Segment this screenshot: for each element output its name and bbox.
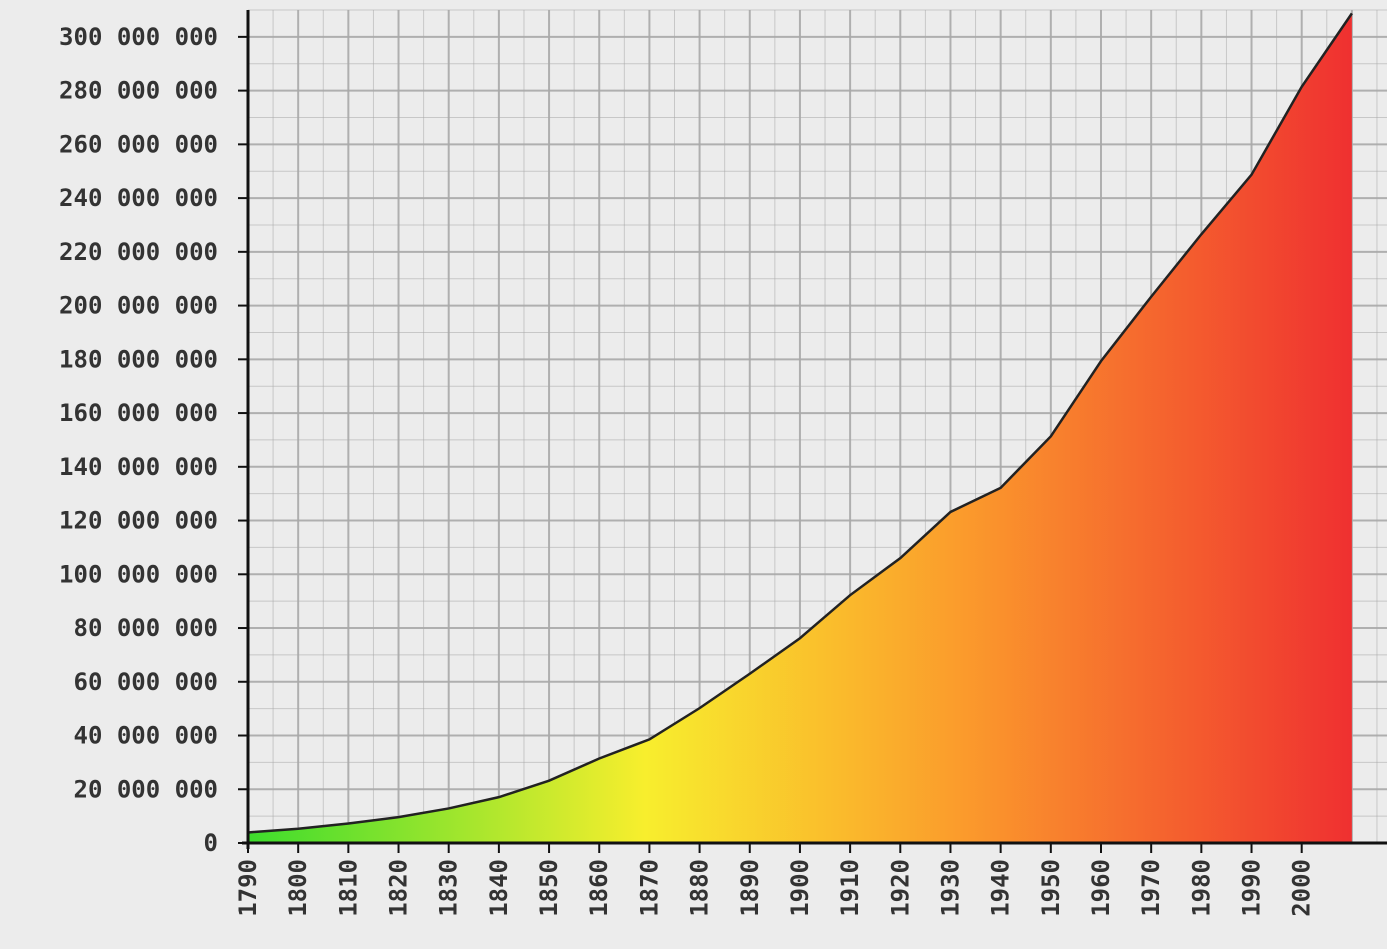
y-tick-label: 100 000 000 [59, 560, 218, 588]
x-tick-label: 1860 [585, 859, 613, 917]
y-tick-label: 220 000 000 [59, 238, 218, 266]
y-tick-label: 80 000 000 [74, 614, 219, 642]
x-tick-label: 1880 [686, 859, 714, 917]
x-tick-label: 2000 [1288, 859, 1316, 917]
y-tick-label: 260 000 000 [59, 130, 218, 158]
x-tick-label: 1790 [234, 859, 262, 917]
x-tick-label: 1980 [1187, 859, 1215, 917]
y-tick-label: 0 [204, 829, 218, 857]
y-tick-label: 40 000 000 [74, 722, 219, 750]
y-tick-label: 20 000 000 [74, 775, 219, 803]
y-tick-label: 160 000 000 [59, 399, 218, 427]
x-tick-label: 1930 [936, 859, 964, 917]
y-tick-label: 120 000 000 [59, 507, 218, 535]
population-line [247, 12, 1353, 834]
x-tick-label: 1890 [736, 859, 764, 917]
population-area [248, 13, 1352, 844]
x-tick-label: 1870 [635, 859, 663, 917]
y-tick-label: 200 000 000 [59, 292, 218, 320]
x-tick-label: 1850 [535, 859, 563, 917]
x-axis-ticks: 1790 1800 1810 1820 1830 1840 1850 1860 1870 1880… [234, 843, 1316, 917]
x-tick-label: 1830 [435, 859, 463, 917]
x-tick-label: 1970 [1137, 859, 1165, 917]
x-tick-label: 1800 [284, 859, 312, 917]
x-tick-label: 1920 [886, 859, 914, 917]
x-tick-label: 1910 [836, 859, 864, 917]
x-tick-label: 1840 [485, 859, 513, 917]
y-tick-label: 140 000 000 [59, 453, 218, 481]
y-tick-label: 60 000 000 [74, 668, 219, 696]
x-tick-label: 1960 [1087, 859, 1115, 917]
x-tick-label: 1820 [385, 859, 413, 917]
y-tick-label: 300 000 000 [59, 23, 218, 51]
x-tick-label: 1940 [987, 859, 1015, 917]
x-tick-label: 1810 [334, 859, 362, 917]
y-axis-ticks: 0 20 000 000 40 000 000 60 000 000 80 000 00… [59, 23, 248, 857]
x-tick-label: 1900 [786, 859, 814, 917]
x-tick-label: 1990 [1238, 859, 1266, 917]
y-tick-label: 180 000 000 [59, 345, 218, 373]
y-tick-label: 240 000 000 [59, 184, 218, 212]
y-tick-label: 280 000 000 [59, 77, 218, 105]
x-tick-label: 1950 [1037, 859, 1065, 917]
